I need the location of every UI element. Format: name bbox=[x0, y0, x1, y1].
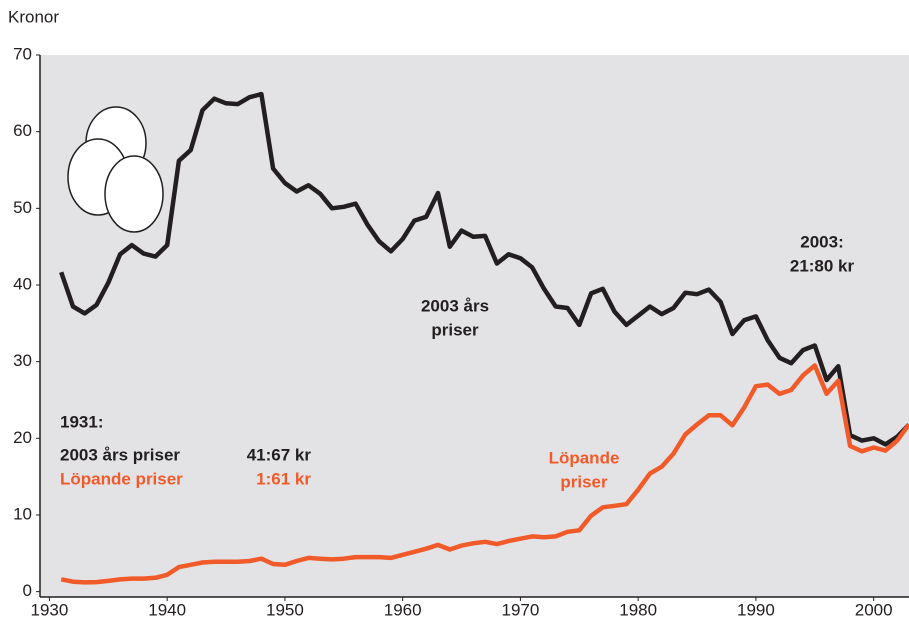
chart: Kronor 0 10 20 30 40 50 60 70 1930 1940 1950 1960 19… bbox=[0, 0, 909, 623]
legend-label: 2003 års priser bbox=[60, 445, 180, 464]
x-tick-label: 1940 bbox=[148, 600, 186, 619]
annotation: 41:67 kr bbox=[247, 445, 312, 464]
annotation: 21:80 kr bbox=[790, 256, 855, 275]
x-tick-label: 1950 bbox=[266, 600, 304, 619]
x-tick-label: 1990 bbox=[737, 600, 775, 619]
annotation: priser bbox=[560, 472, 608, 491]
annotation: 1931: bbox=[60, 412, 103, 431]
y-tick-label: 70 bbox=[13, 44, 32, 63]
annotation: Löpande bbox=[549, 448, 620, 467]
y-tick-label: 30 bbox=[13, 351, 32, 370]
x-tick-label: 1960 bbox=[384, 600, 422, 619]
annotation: 1:61 kr bbox=[256, 469, 311, 488]
y-axis-label: Kronor bbox=[8, 7, 59, 26]
annotation: 2003 års bbox=[421, 296, 489, 315]
legend-label: Löpande priser bbox=[60, 469, 183, 488]
y-tick-label: 20 bbox=[13, 428, 32, 447]
annotation: 2003: bbox=[800, 232, 843, 251]
y-tick-label: 0 bbox=[23, 581, 32, 600]
y-tick-label: 40 bbox=[13, 274, 32, 293]
x-tick-label: 1970 bbox=[502, 600, 540, 619]
annotation: priser bbox=[431, 320, 479, 339]
y-tick-label: 50 bbox=[13, 198, 32, 217]
x-tick-label: 1980 bbox=[619, 600, 657, 619]
x-tick-label: 2000 bbox=[855, 600, 893, 619]
x-tick-label: 1930 bbox=[31, 600, 69, 619]
y-tick-label: 10 bbox=[13, 504, 32, 523]
y-tick-label: 60 bbox=[13, 121, 32, 140]
